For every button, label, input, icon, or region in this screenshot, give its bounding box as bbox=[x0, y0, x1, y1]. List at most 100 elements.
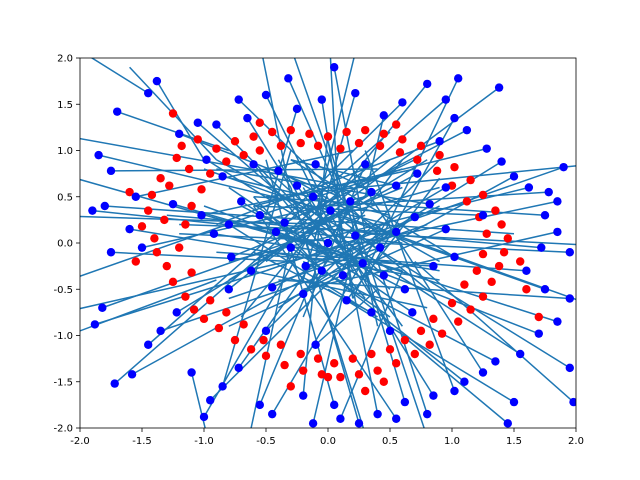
ring-point bbox=[447, 298, 457, 308]
ring-point bbox=[147, 190, 157, 200]
ring-point bbox=[255, 146, 264, 155]
ring-point bbox=[367, 349, 376, 359]
ring-point bbox=[522, 285, 531, 294]
scattered-point bbox=[441, 183, 450, 192]
scattered-point bbox=[336, 414, 345, 423]
scattered-point bbox=[358, 259, 367, 268]
ring-point bbox=[478, 292, 488, 301]
ring-point bbox=[175, 243, 184, 252]
ring-point bbox=[296, 138, 305, 148]
ring-point bbox=[460, 280, 469, 289]
connector-line bbox=[290, 159, 397, 187]
connector-line bbox=[290, 205, 521, 355]
scattered-point bbox=[227, 252, 236, 262]
ring-point bbox=[305, 129, 314, 139]
scattered-point bbox=[172, 308, 181, 317]
scattered-point bbox=[509, 172, 519, 181]
ring-point bbox=[454, 317, 463, 326]
ring-point bbox=[168, 109, 178, 118]
connector-line bbox=[206, 159, 354, 253]
scattered-point bbox=[354, 419, 364, 428]
ring-point bbox=[212, 144, 221, 153]
y-tick-label: -1.0 bbox=[53, 331, 73, 342]
scattered-point bbox=[301, 261, 310, 271]
scattered-point bbox=[398, 98, 407, 107]
scattered-point bbox=[565, 363, 574, 373]
ring-point bbox=[230, 137, 240, 146]
scattered-point bbox=[392, 227, 401, 237]
connector-line bbox=[80, 137, 353, 189]
connector-line bbox=[278, 170, 440, 263]
ring-point bbox=[478, 190, 488, 200]
scattered-point bbox=[110, 379, 119, 388]
connector-line bbox=[228, 223, 378, 318]
connector-line bbox=[250, 270, 428, 309]
connector-line bbox=[265, 159, 441, 332]
scattered-point bbox=[540, 285, 550, 294]
ring-point bbox=[425, 340, 434, 349]
connector-line bbox=[302, 233, 365, 428]
scattered-point bbox=[524, 183, 534, 192]
ring-point bbox=[416, 141, 426, 151]
scattered-point bbox=[152, 76, 162, 86]
scattered-point bbox=[88, 206, 97, 215]
scattered-point bbox=[323, 238, 333, 248]
x-tick-label: 0.0 bbox=[320, 436, 336, 447]
scattered-point bbox=[435, 137, 444, 146]
ring-point bbox=[261, 351, 271, 361]
ring-point bbox=[197, 185, 206, 194]
scattered-point bbox=[209, 229, 219, 238]
scattered-point bbox=[224, 220, 233, 229]
scattered-point bbox=[454, 74, 463, 83]
scattered-point bbox=[503, 419, 512, 428]
scattered-point bbox=[425, 199, 434, 209]
ring-point bbox=[323, 372, 333, 382]
scattered-point bbox=[351, 88, 360, 98]
ring-point bbox=[239, 150, 248, 160]
ring-point bbox=[354, 370, 364, 379]
ring-point bbox=[286, 382, 295, 391]
ring-point bbox=[466, 305, 475, 314]
scattered-point bbox=[106, 248, 116, 257]
connector-line bbox=[253, 205, 484, 216]
connector-line bbox=[265, 165, 576, 198]
ring-point bbox=[361, 125, 370, 135]
ring-point bbox=[437, 329, 447, 338]
scatter-points bbox=[88, 63, 576, 428]
scattered-point bbox=[441, 95, 450, 104]
connector-line bbox=[271, 214, 391, 415]
scattered-point bbox=[144, 88, 153, 98]
ring-point bbox=[385, 345, 395, 354]
scattered-point bbox=[351, 231, 360, 240]
ring-point bbox=[330, 359, 339, 368]
y-tick-label: -0.5 bbox=[53, 285, 73, 296]
connector-line bbox=[129, 228, 440, 281]
connector-line bbox=[302, 159, 391, 332]
ring-point bbox=[131, 257, 140, 266]
scattered-point bbox=[540, 211, 550, 220]
ring-point bbox=[534, 312, 543, 322]
scattered-point bbox=[516, 349, 525, 359]
scattered-point bbox=[423, 409, 432, 419]
ring-point bbox=[181, 292, 190, 301]
scattered-point bbox=[292, 181, 302, 190]
scattered-point bbox=[400, 285, 410, 294]
scattered-point bbox=[261, 90, 271, 100]
scattered-point bbox=[553, 227, 562, 237]
ring-point bbox=[478, 249, 488, 259]
scattered-point bbox=[450, 113, 459, 123]
scattered-point bbox=[284, 74, 293, 83]
scattered-point bbox=[255, 400, 264, 410]
connector-line bbox=[364, 115, 385, 197]
connector-line bbox=[333, 67, 366, 234]
connector-line bbox=[352, 233, 571, 369]
scattered-point bbox=[497, 157, 506, 166]
ring-point bbox=[125, 187, 134, 197]
scattered-point bbox=[361, 160, 370, 169]
x-tick-label: -0.5 bbox=[256, 436, 276, 447]
scattered-point bbox=[308, 419, 318, 428]
ring-point bbox=[354, 138, 364, 148]
scattered-point bbox=[317, 266, 326, 275]
scattered-point bbox=[246, 266, 256, 275]
scattered-point bbox=[482, 144, 491, 153]
